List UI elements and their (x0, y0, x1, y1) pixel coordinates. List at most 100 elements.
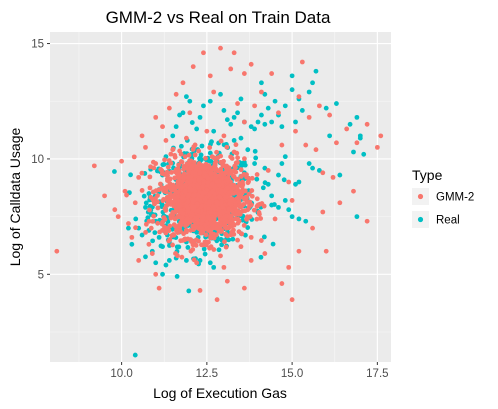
point-real (174, 274, 180, 279)
point-gmm-2 (207, 245, 212, 251)
point-gmm-2 (151, 213, 157, 219)
point-gmm-2 (151, 199, 157, 204)
point-gmm-2 (147, 207, 152, 213)
point-gmm-2 (171, 194, 177, 200)
point-gmm-2 (213, 159, 219, 165)
point-gmm-2 (168, 199, 174, 205)
point-gmm-2 (217, 194, 223, 200)
point-gmm-2 (299, 59, 305, 65)
point-gmm-2 (251, 207, 257, 213)
point-real (221, 108, 227, 113)
point-gmm-2 (248, 61, 254, 67)
point-gmm-2 (162, 216, 168, 222)
point-gmm-2 (206, 239, 211, 245)
point-gmm-2 (186, 152, 192, 158)
point-gmm-2 (146, 241, 152, 247)
point-gmm-2 (190, 147, 196, 152)
point-gmm-2 (191, 193, 197, 199)
point-gmm-2 (208, 209, 214, 215)
point-gmm-2 (155, 220, 161, 226)
point-gmm-2 (241, 71, 247, 76)
point-gmm-2 (236, 194, 241, 200)
point-real (147, 203, 153, 209)
point-gmm-2 (197, 288, 203, 293)
point-gmm-2 (207, 199, 212, 205)
point-real (272, 98, 278, 104)
point-gmm-2 (293, 128, 298, 134)
point-gmm-2 (168, 151, 174, 157)
point-gmm-2 (162, 157, 167, 163)
point-gmm-2 (242, 208, 248, 214)
point-gmm-2 (258, 238, 264, 243)
legend-key-point (417, 216, 424, 223)
point-gmm-2 (185, 236, 191, 242)
point-real (313, 68, 319, 74)
point-gmm-2 (184, 203, 189, 209)
point-real (323, 105, 329, 111)
point-real (289, 214, 295, 220)
point-real (158, 243, 164, 249)
point-gmm-2 (176, 173, 182, 178)
point-gmm-2 (190, 242, 196, 248)
point-gmm-2 (235, 155, 241, 161)
point-real (357, 135, 363, 141)
point-gmm-2 (147, 174, 153, 180)
point-gmm-2 (170, 232, 176, 237)
point-real (166, 258, 172, 263)
point-real (347, 121, 353, 127)
point-real (258, 254, 264, 260)
point-gmm-2 (188, 227, 194, 233)
y-axis-title: Log of Calldata Usage (7, 128, 23, 267)
point-gmm-2 (200, 191, 205, 197)
point-real (132, 352, 138, 358)
point-gmm-2 (254, 196, 260, 202)
point-real (248, 124, 254, 130)
point-gmm-2 (221, 217, 227, 223)
point-gmm-2 (163, 138, 169, 143)
point-gmm-2 (254, 216, 260, 222)
point-gmm-2 (179, 254, 185, 260)
x-tick-label: 15.0 (281, 368, 303, 380)
point-gmm-2 (163, 230, 169, 236)
point-gmm-2 (289, 297, 295, 303)
point-gmm-2 (209, 189, 215, 195)
point-gmm-2 (207, 145, 213, 150)
point-gmm-2 (232, 165, 238, 170)
point-gmm-2 (159, 221, 165, 227)
point-gmm-2 (194, 182, 200, 188)
point-gmm-2 (172, 152, 178, 158)
point-real (334, 101, 339, 106)
point-gmm-2 (179, 184, 185, 190)
point-gmm-2 (177, 148, 183, 154)
point-gmm-2 (172, 216, 178, 222)
point-real (270, 241, 276, 247)
point-gmm-2 (233, 189, 239, 195)
point-gmm-2 (159, 227, 165, 233)
point-gmm-2 (189, 187, 195, 193)
point-gmm-2 (195, 217, 201, 223)
point-gmm-2 (223, 225, 228, 230)
point-real (255, 119, 261, 125)
point-gmm-2 (214, 225, 220, 231)
point-gmm-2 (334, 140, 339, 146)
point-gmm-2 (228, 154, 234, 160)
point-gmm-2 (150, 159, 156, 165)
point-real (276, 172, 281, 178)
point-gmm-2 (179, 159, 185, 165)
point-gmm-2 (248, 234, 254, 240)
point-gmm-2 (240, 182, 246, 188)
point-real (310, 80, 315, 86)
point-gmm-2 (212, 184, 217, 190)
point-real (361, 151, 367, 157)
point-gmm-2 (209, 222, 215, 228)
point-gmm-2 (306, 114, 312, 120)
point-gmm-2 (189, 238, 195, 244)
point-gmm-2 (228, 219, 234, 225)
point-gmm-2 (214, 179, 220, 184)
point-gmm-2 (218, 45, 223, 51)
point-gmm-2 (337, 200, 343, 206)
point-gmm-2 (226, 206, 232, 212)
major-gridlines (50, 32, 391, 362)
point-gmm-2 (215, 221, 220, 227)
